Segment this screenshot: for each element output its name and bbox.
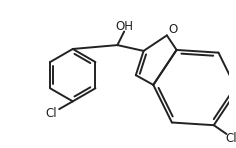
Text: O: O: [168, 23, 177, 36]
Text: Cl: Cl: [46, 107, 57, 119]
Text: OH: OH: [115, 20, 133, 33]
Text: Cl: Cl: [225, 132, 236, 145]
